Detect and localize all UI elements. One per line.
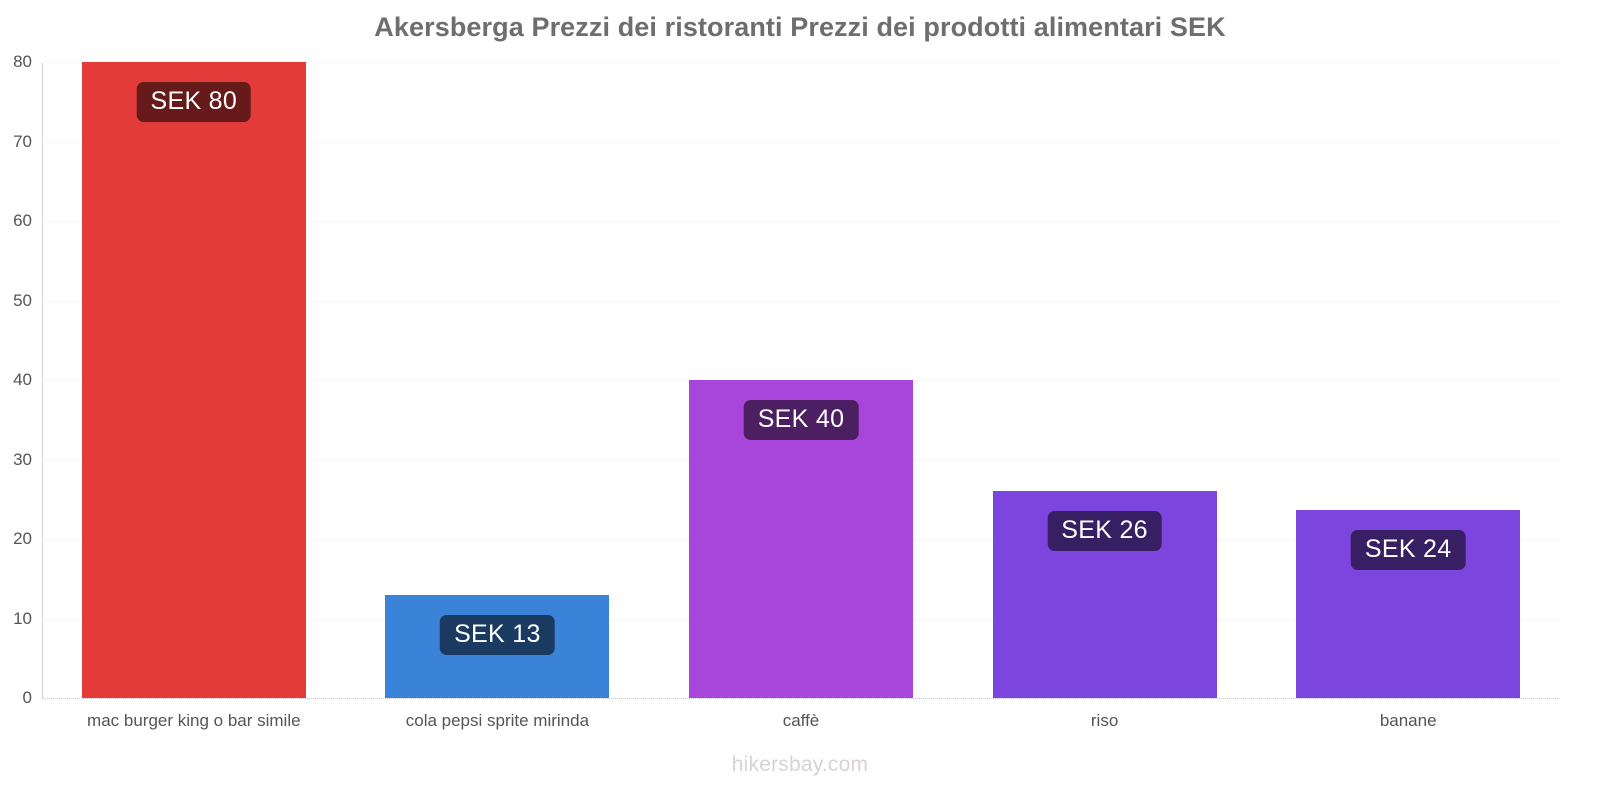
gridline [42, 62, 1560, 63]
gridline [42, 300, 1560, 302]
x-axis-tick-label: mac burger king o bar simile [87, 711, 301, 730]
y-axis-tick-label: 40 [13, 370, 32, 389]
x-axis-tick-label: riso [1090, 711, 1119, 730]
y-axis-tick-label: 30 [13, 449, 32, 469]
bar-group[interactable]: SEK 80 [81, 62, 306, 698]
y-axis-tick-label: 70 [13, 131, 32, 151]
x-axis-tick-label: banane [1379, 711, 1437, 730]
bar-value-label: SEK 26 [1047, 511, 1162, 552]
x-axis-tick-label: cola pepsi sprite mirinda [405, 711, 590, 730]
bar-value-label: SEK 24 [1350, 529, 1466, 570]
y-axis-tick-label: 80 [13, 52, 32, 71]
bar-group[interactable]: SEK 26 [992, 62, 1217, 698]
y-axis-tick-label: 0 [22, 688, 32, 707]
bar-value-label: SEK 40 [743, 400, 859, 440]
bar-value-label: SEK 80 [136, 82, 252, 122]
chart-title: Akersberga Prezzi dei ristoranti Prezzi … [374, 12, 1226, 42]
gridline [42, 221, 1560, 222]
gridline [42, 141, 1560, 143]
bar-group[interactable]: SEK 24 [1296, 62, 1521, 698]
y-axis-tick-label: 50 [13, 290, 32, 310]
bar-group[interactable]: SEK 13 [385, 62, 610, 698]
y-axis-tick-label: 20 [13, 529, 32, 548]
y-axis-tick-label: 10 [13, 608, 32, 628]
gridline [42, 698, 1560, 699]
bar-group[interactable]: SEK 40 [688, 62, 914, 698]
y-axis-tick-label: 60 [13, 211, 32, 230]
bar-value-label: SEK 13 [440, 614, 555, 655]
x-axis-tick-label: caffè [782, 711, 820, 730]
plot-area: SEK 80 SEK 13 SEK 40 SEK 26 SEK 24 [42, 62, 1560, 699]
bar[interactable] [81, 62, 306, 698]
footer-credit: hikersbay.com [731, 753, 869, 776]
